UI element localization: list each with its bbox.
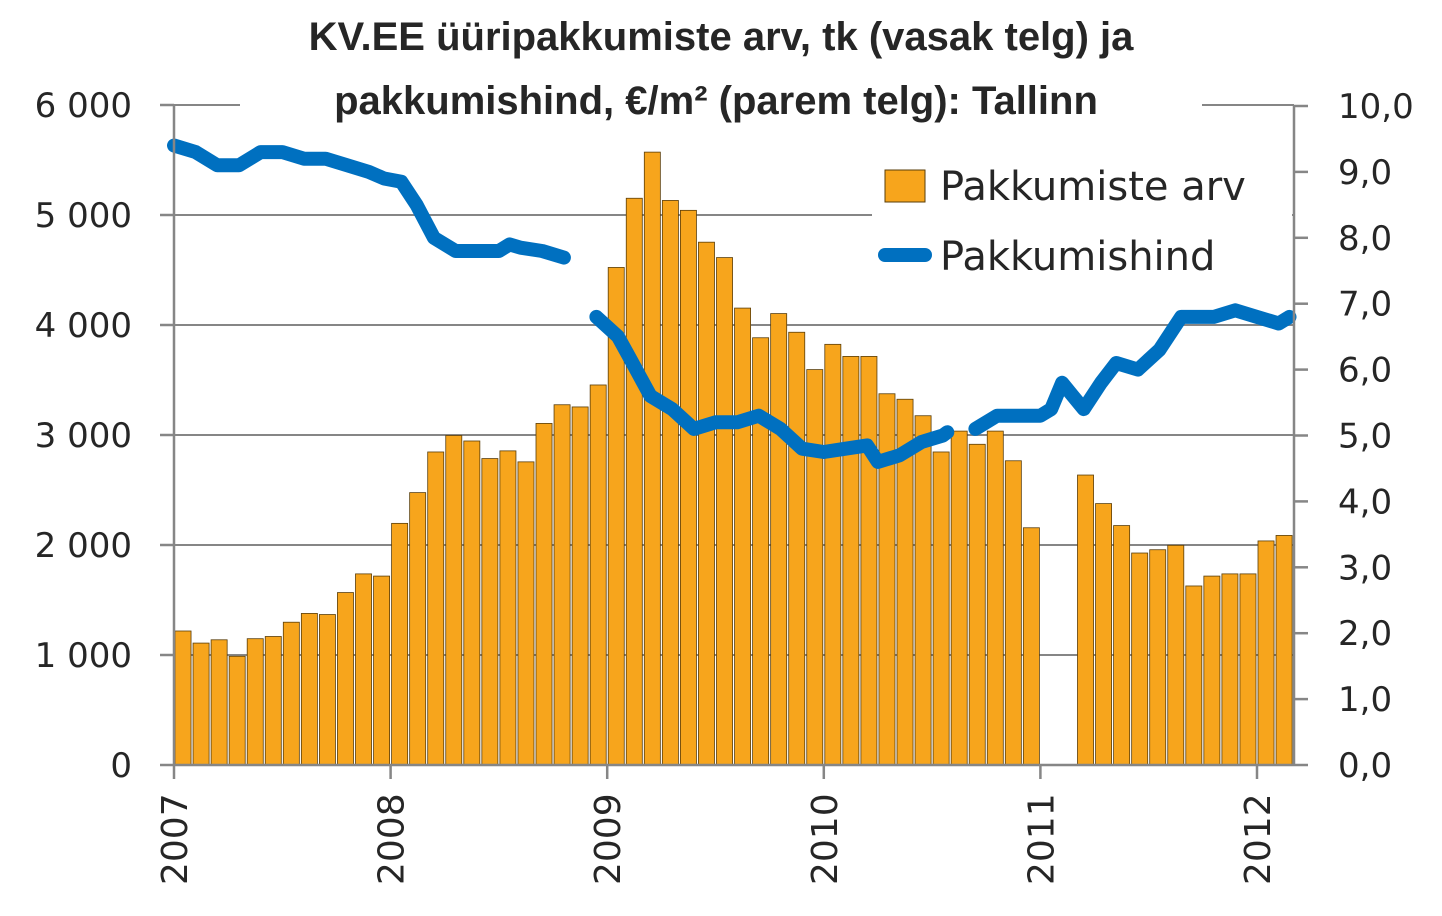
bar xyxy=(698,241,715,766)
bar xyxy=(716,257,733,766)
legend-background xyxy=(872,148,1292,288)
chart-title-line-1: KV.EE üüripakkumiste arv, tk (vasak telg… xyxy=(309,15,1135,59)
bar xyxy=(1203,575,1221,766)
bar xyxy=(788,331,806,766)
line-segment xyxy=(167,138,571,265)
axes: 0 1 000 2 000 3 000 4 000 5 000 6 000 0,0 1,0 2,0… xyxy=(35,86,1414,885)
bar xyxy=(571,406,589,766)
bar xyxy=(481,458,499,766)
bar xyxy=(300,613,318,766)
bar xyxy=(680,209,697,766)
bar xyxy=(589,384,607,766)
bar xyxy=(355,573,372,766)
bar xyxy=(228,655,246,766)
bar xyxy=(499,450,517,766)
bar xyxy=(445,435,463,766)
bar xyxy=(968,443,986,766)
left-axis-tick-label: 6 000 xyxy=(35,86,132,126)
bar xyxy=(318,614,336,766)
line-series-pakkumishind xyxy=(167,138,1297,469)
bar xyxy=(878,393,896,766)
left-axis-tick-label: 0 xyxy=(110,746,132,786)
x-axis-tick-label: 2011 xyxy=(1021,793,1062,885)
bar xyxy=(535,423,553,766)
chart-title-line-2: pakkumishind, €/m² (parem telg): Tallinn xyxy=(334,79,1098,123)
bar xyxy=(337,592,354,766)
bar xyxy=(1131,552,1149,766)
x-axis-tick-label: 2009 xyxy=(588,793,629,885)
bar xyxy=(282,621,300,766)
bar xyxy=(950,430,968,766)
bar xyxy=(1149,549,1167,766)
bar xyxy=(1095,503,1113,766)
bar xyxy=(842,356,860,766)
bar xyxy=(1275,535,1293,766)
bar xyxy=(1221,573,1239,766)
x-axis-tick-label: 2008 xyxy=(372,793,413,885)
bar xyxy=(1113,525,1131,766)
bar xyxy=(914,415,932,766)
right-axis-tick-label: 5,0 xyxy=(1338,417,1392,457)
bar xyxy=(661,200,679,766)
legend: Pakkumiste arv Pakkumishind xyxy=(872,148,1292,288)
bar xyxy=(1022,527,1040,766)
x-axis-tick-label: 2007 xyxy=(155,793,196,885)
bar xyxy=(932,451,950,766)
right-axis-tick-label: 7,0 xyxy=(1338,285,1392,325)
bar xyxy=(1257,540,1275,766)
line-segment xyxy=(968,303,1297,436)
left-axis-tick-label: 4 000 xyxy=(35,306,132,346)
right-axis-tick-label: 0,0 xyxy=(1338,746,1392,786)
x-axis-tick-label: 2010 xyxy=(805,793,846,885)
bar xyxy=(517,461,535,766)
legend-swatch-bar xyxy=(884,169,926,203)
legend-label-pakkumishind: Pakkumishind xyxy=(940,234,1215,280)
right-axis-tick-label: 3,0 xyxy=(1338,548,1392,588)
right-axis-tick-label: 9,0 xyxy=(1338,153,1392,193)
bar xyxy=(192,642,210,766)
right-axis-tick-label: 1,0 xyxy=(1338,680,1392,720)
line-segment xyxy=(589,309,955,469)
bar xyxy=(553,404,571,766)
chart-title: KV.EE üüripakkumiste arv, tk (vasak telg… xyxy=(240,8,1202,128)
bar xyxy=(770,313,788,766)
bar xyxy=(752,337,770,766)
bar xyxy=(1077,474,1094,766)
bar xyxy=(463,440,481,766)
bar xyxy=(391,522,409,766)
right-axis-tick-label: 6,0 xyxy=(1338,351,1392,391)
legend-label-pakkumiste-arv: Pakkumiste arv xyxy=(940,164,1246,210)
left-axis-tick-label: 3 000 xyxy=(35,416,132,456)
bar xyxy=(264,636,282,766)
left-axis-tick-label: 1 000 xyxy=(35,636,132,676)
bar xyxy=(427,451,445,766)
bar xyxy=(860,356,878,766)
bar xyxy=(1239,573,1257,766)
title-background xyxy=(240,8,1202,128)
bar xyxy=(174,630,192,766)
right-axis-tick-label: 4,0 xyxy=(1338,482,1392,522)
bar xyxy=(409,492,427,766)
bar xyxy=(986,430,1004,766)
bar xyxy=(734,307,751,766)
bar xyxy=(1004,460,1022,766)
bar xyxy=(1167,544,1185,766)
right-axis-tick-label: 10,0 xyxy=(1338,87,1414,127)
x-axis-tick-label: 2012 xyxy=(1238,793,1279,885)
bar xyxy=(643,151,661,766)
bar xyxy=(210,639,228,766)
right-axis-tick-label: 8,0 xyxy=(1338,219,1392,259)
bar xyxy=(246,638,264,766)
bar xyxy=(373,575,390,766)
right-axis-tick-label: 2,0 xyxy=(1338,614,1392,654)
left-axis-tick-label: 5 000 xyxy=(35,196,132,236)
bar xyxy=(1185,585,1203,766)
bar xyxy=(824,343,842,766)
bar xyxy=(806,369,824,766)
left-axis-tick-label: 2 000 xyxy=(35,526,132,566)
bar xyxy=(625,197,643,766)
